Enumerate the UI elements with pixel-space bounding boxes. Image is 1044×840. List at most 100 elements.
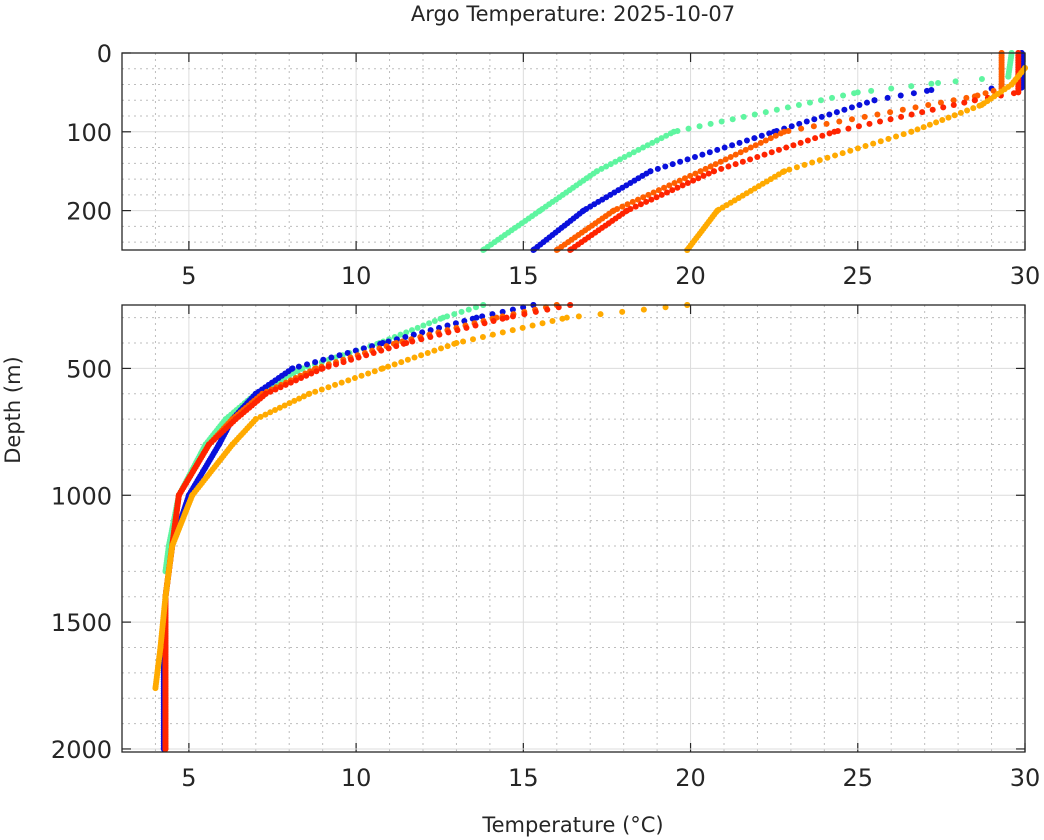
data-point bbox=[929, 106, 936, 113]
data-point bbox=[681, 175, 688, 182]
data-point bbox=[469, 336, 476, 343]
y-axis-label: Depth (m) bbox=[1, 356, 25, 463]
profile-aquamarine bbox=[480, 50, 1015, 253]
data-point bbox=[402, 333, 409, 340]
data-point bbox=[887, 109, 894, 116]
data-point bbox=[662, 163, 669, 170]
data-point bbox=[272, 407, 279, 414]
data-point bbox=[654, 165, 661, 172]
data-point bbox=[162, 644, 169, 651]
data-point bbox=[598, 165, 605, 172]
data-point bbox=[385, 338, 392, 345]
data-point bbox=[489, 311, 496, 318]
data-point bbox=[152, 685, 159, 692]
data-point bbox=[544, 306, 551, 313]
data-point bbox=[262, 390, 269, 397]
data-point bbox=[289, 365, 296, 372]
data-point bbox=[928, 87, 935, 94]
data-point bbox=[739, 158, 746, 165]
data-point bbox=[635, 146, 642, 153]
x-tick-label: 10 bbox=[341, 262, 372, 290]
data-point bbox=[333, 361, 340, 368]
data-point bbox=[692, 170, 699, 177]
data-point bbox=[404, 356, 411, 363]
profile-red bbox=[162, 302, 574, 752]
data-point bbox=[344, 349, 351, 356]
data-point bbox=[479, 333, 486, 340]
data-point bbox=[648, 196, 655, 203]
data-point bbox=[451, 311, 458, 318]
data-point bbox=[355, 354, 362, 361]
data-point bbox=[732, 161, 739, 168]
data-point bbox=[766, 130, 773, 137]
data-point bbox=[634, 196, 641, 203]
data-point bbox=[868, 87, 875, 94]
data-point bbox=[325, 363, 332, 370]
data-point bbox=[403, 340, 410, 347]
data-point bbox=[670, 128, 677, 135]
data-point bbox=[444, 322, 451, 329]
data-point bbox=[933, 119, 940, 126]
data-point bbox=[829, 94, 836, 101]
data-point bbox=[669, 161, 676, 168]
data-point bbox=[664, 189, 671, 196]
data-point bbox=[757, 139, 764, 146]
x-tick-label: 25 bbox=[843, 262, 874, 290]
data-point bbox=[877, 118, 884, 125]
data-point bbox=[303, 372, 310, 379]
data-point bbox=[855, 123, 862, 130]
data-point bbox=[885, 135, 892, 142]
profile-blue bbox=[160, 302, 537, 752]
data-point bbox=[610, 207, 617, 214]
data-point bbox=[854, 145, 861, 152]
data-point bbox=[619, 308, 626, 315]
data-point bbox=[696, 123, 703, 130]
data-point bbox=[624, 201, 631, 208]
data-point bbox=[717, 158, 724, 165]
y-tick-label: 0 bbox=[97, 40, 112, 68]
data-point bbox=[982, 90, 989, 97]
data-point bbox=[229, 441, 236, 448]
data-point bbox=[414, 324, 421, 331]
data-point bbox=[718, 118, 725, 125]
data-point bbox=[910, 90, 917, 97]
data-point bbox=[798, 125, 805, 132]
data-point bbox=[839, 150, 846, 157]
data-point bbox=[352, 347, 359, 354]
data-point bbox=[653, 137, 660, 144]
data-point bbox=[431, 347, 438, 354]
data-point bbox=[555, 304, 562, 311]
data-point bbox=[603, 163, 610, 170]
data-point bbox=[840, 92, 847, 99]
data-point bbox=[370, 349, 377, 356]
data-point bbox=[658, 135, 665, 142]
data-point bbox=[319, 365, 326, 372]
data-point bbox=[856, 102, 863, 109]
data-point bbox=[736, 139, 743, 146]
data-point bbox=[826, 130, 833, 137]
axes-box bbox=[121, 52, 1026, 251]
data-point bbox=[632, 203, 639, 210]
data-point bbox=[563, 314, 570, 321]
data-point bbox=[1005, 73, 1012, 80]
data-point bbox=[685, 125, 692, 132]
data-point bbox=[378, 347, 385, 354]
data-point bbox=[509, 306, 516, 313]
data-point bbox=[833, 109, 840, 116]
data-point bbox=[621, 154, 628, 161]
upper-panel: 5 10 15 20 25 30 0 100 200 bbox=[66, 40, 1040, 290]
data-point bbox=[169, 543, 176, 550]
x-tick-label: 5 bbox=[181, 764, 196, 792]
data-point bbox=[363, 352, 370, 359]
data-point bbox=[539, 320, 546, 327]
data-point bbox=[908, 83, 915, 90]
data-point bbox=[888, 85, 895, 92]
data-point bbox=[740, 113, 747, 120]
data-point bbox=[732, 151, 739, 158]
data-point bbox=[781, 168, 788, 175]
data-point bbox=[900, 131, 907, 138]
data-point bbox=[747, 144, 754, 151]
data-point bbox=[338, 379, 345, 386]
x-tick-label: 25 bbox=[843, 764, 874, 792]
